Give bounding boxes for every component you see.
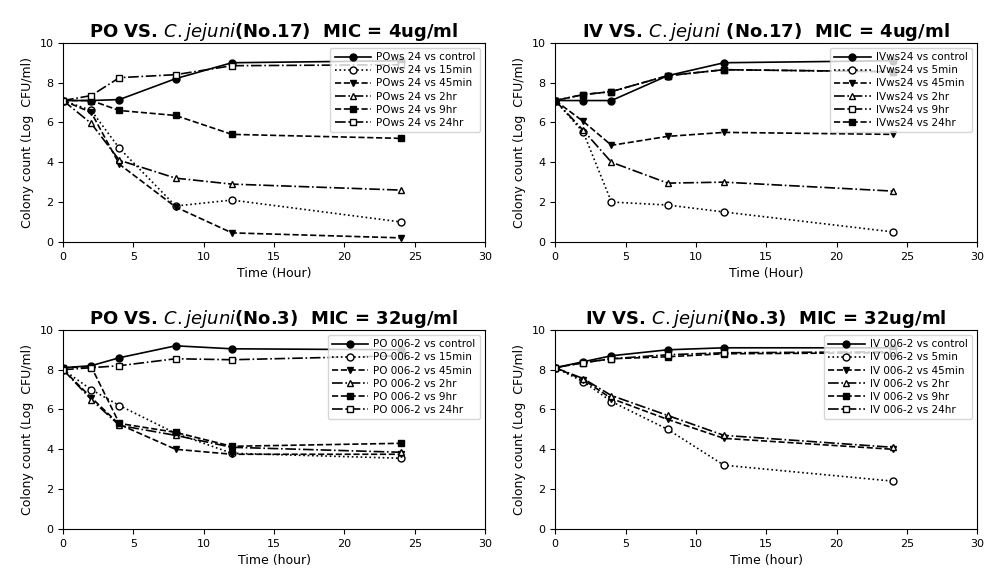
Legend: PO 006-2 vs control, PO 006-2 vs 15min, PO 006-2 vs 45min, PO 006-2 vs 2hr, PO 0: PO 006-2 vs control, PO 006-2 vs 15min, … xyxy=(328,335,479,419)
Legend: POws 24 vs control, POws 24 vs 15min, POws 24 vs 45min, POws 24 vs 2hr, POws 24 : POws 24 vs control, POws 24 vs 15min, PO… xyxy=(331,48,479,132)
X-axis label: Time (hour): Time (hour) xyxy=(237,554,311,567)
Title: PO VS. $\it{C.jejuni}$(No.3)  MIC = 32ug/ml: PO VS. $\it{C.jejuni}$(No.3) MIC = 32ug/… xyxy=(89,308,458,330)
Legend: IV 006-2 vs control, IV 006-2 vs 5min, IV 006-2 vs 45min, IV 006-2 vs 2hr, IV 00: IV 006-2 vs control, IV 006-2 vs 5min, I… xyxy=(824,335,972,419)
Title: PO VS. $\it{C.jejuni}$(No.17)  MIC = 4ug/ml: PO VS. $\it{C.jejuni}$(No.17) MIC = 4ug/… xyxy=(89,21,458,43)
Y-axis label: Colony count (Log  CFU/ml): Colony count (Log CFU/ml) xyxy=(513,57,526,228)
X-axis label: Time (hour): Time (hour) xyxy=(730,554,803,567)
Title: IV VS. $\it{C.jejuni}$ (No.17)  MIC = 4ug/ml: IV VS. $\it{C.jejuni}$ (No.17) MIC = 4ug… xyxy=(582,21,950,43)
X-axis label: Time (Hour): Time (Hour) xyxy=(237,267,312,280)
X-axis label: Time (Hour): Time (Hour) xyxy=(729,267,803,280)
Y-axis label: Colony count (Log  CFU/ml): Colony count (Log CFU/ml) xyxy=(21,57,34,228)
Legend: IVws24 vs control, IVws24 vs 5min, IVws24 vs 45min, IVws24 vs 2hr, IVws24 vs 9hr: IVws24 vs control, IVws24 vs 5min, IVws2… xyxy=(830,48,972,132)
Title: IV VS. $\it{C.jejuni}$(No.3)  MIC = 32ug/ml: IV VS. $\it{C.jejuni}$(No.3) MIC = 32ug/… xyxy=(586,308,947,330)
Y-axis label: Colony count (Log  CFU/ml): Colony count (Log CFU/ml) xyxy=(513,344,526,515)
Y-axis label: Colony count (Log  CFU/ml): Colony count (Log CFU/ml) xyxy=(21,344,34,515)
